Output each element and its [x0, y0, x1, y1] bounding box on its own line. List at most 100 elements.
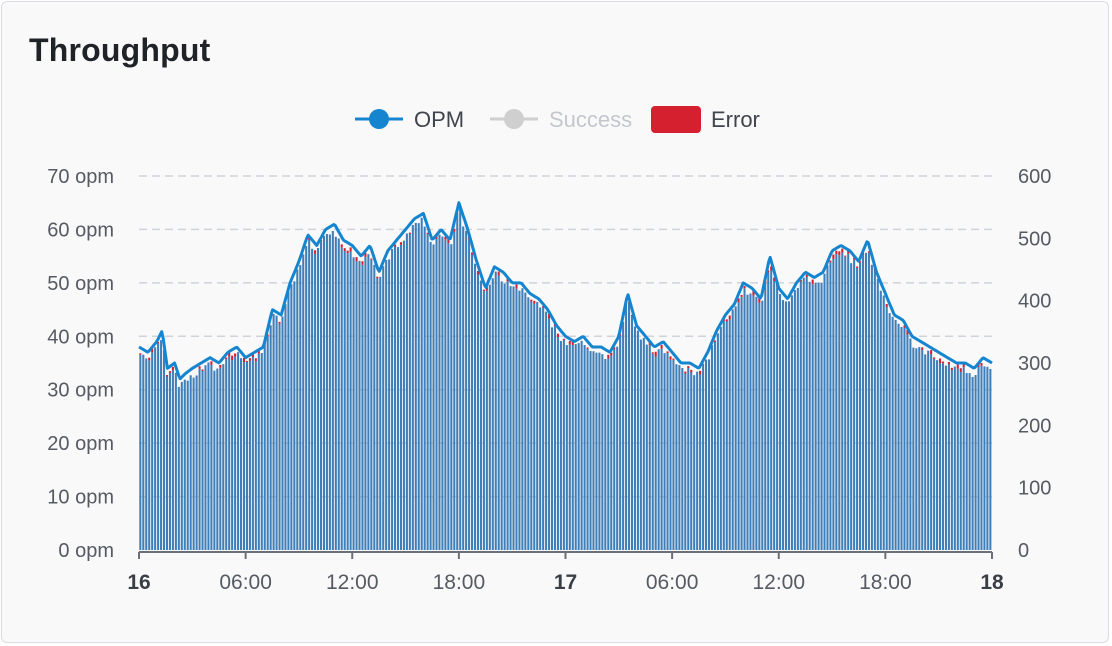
throughput-bar	[953, 366, 956, 550]
throughput-bar	[530, 301, 533, 550]
throughput-bar	[838, 255, 841, 551]
throughput-bar	[447, 243, 450, 550]
y-left-tick-label: 20 opm	[47, 433, 114, 455]
throughput-bar	[802, 277, 805, 550]
throughput-bar	[699, 374, 702, 550]
throughput-bar	[607, 358, 610, 550]
legend-item-error[interactable]: Error	[651, 106, 760, 133]
error-bar	[613, 347, 616, 350]
throughput-bar	[151, 352, 154, 550]
throughput-bar	[885, 307, 888, 550]
legend-label: Success	[549, 107, 632, 132]
error-bar	[139, 353, 142, 355]
throughput-bar	[989, 368, 992, 550]
legend-item-opm[interactable]: OPM	[355, 107, 464, 132]
throughput-bar	[731, 309, 734, 550]
throughput-bar	[536, 301, 539, 550]
error-bar	[947, 361, 950, 365]
throughput-bar	[139, 354, 142, 550]
error-bar	[485, 286, 488, 291]
throughput-bar	[790, 295, 793, 550]
throughput-bar	[734, 306, 737, 550]
error-bar	[376, 276, 379, 279]
throughput-bar	[222, 364, 225, 550]
throughput-bar	[275, 315, 278, 550]
y-right-tick-label: 600	[1018, 166, 1051, 188]
throughput-bar	[684, 373, 687, 550]
throughput-bar	[784, 301, 788, 550]
throughput-bar	[776, 286, 779, 550]
error-bar	[829, 260, 832, 263]
throughput-bar	[571, 345, 574, 550]
throughput-bar	[556, 336, 559, 550]
throughput-bar	[343, 250, 346, 550]
throughput-bar	[216, 368, 219, 550]
throughput-bar	[462, 226, 465, 550]
error-bar	[666, 351, 669, 354]
throughput-bar	[168, 372, 171, 550]
throughput-bar	[468, 239, 471, 550]
throughput-bar	[444, 239, 447, 551]
throughput-bar	[968, 373, 971, 550]
legend-item-success[interactable]: Success	[490, 107, 632, 132]
throughput-bar	[548, 318, 551, 550]
throughput-bar	[613, 349, 616, 550]
throughput-bar	[527, 297, 530, 550]
throughput-bar	[906, 334, 909, 550]
error-bar	[725, 319, 728, 322]
error-bar	[903, 325, 906, 328]
error-bar	[151, 348, 154, 353]
throughput-bar	[545, 311, 548, 550]
throughput-bar	[864, 252, 868, 551]
throughput-bar	[533, 303, 536, 550]
throughput-bar	[779, 294, 782, 550]
throughput-bar	[713, 341, 716, 550]
throughput-bar	[604, 358, 607, 550]
throughput-bar	[290, 284, 293, 550]
error-bar	[364, 252, 367, 257]
error-bar	[684, 371, 687, 374]
error-bar	[219, 364, 222, 368]
throughput-bar	[598, 352, 601, 550]
throughput-bar	[879, 290, 882, 550]
throughput-bar	[515, 288, 518, 550]
throughput-bar	[817, 282, 820, 550]
throughput-bar	[938, 363, 942, 550]
error-bar	[278, 321, 281, 324]
throughput-bar	[509, 286, 512, 550]
throughput-bar	[980, 365, 983, 550]
error-bar	[607, 354, 610, 359]
throughput-bar	[630, 316, 634, 550]
throughput-bar	[799, 281, 802, 550]
error-bar	[740, 294, 743, 297]
throughput-bar	[340, 247, 343, 550]
error-bar	[885, 303, 888, 308]
error-bar	[228, 352, 231, 357]
throughput-bar	[722, 321, 725, 550]
throughput-bar	[465, 230, 468, 550]
throughput-bar	[725, 321, 728, 550]
throughput-bar	[962, 367, 965, 550]
chart-axes: 0 opm 10 opm 20 opm 30 opm 40 opm 50 opm 60 op…	[47, 166, 1051, 594]
throughput-bar	[402, 240, 405, 550]
throughput-bar	[414, 222, 417, 551]
throughput-bar	[542, 307, 545, 550]
throughput-bar	[805, 276, 808, 550]
error-bar	[245, 360, 248, 362]
throughput-bar	[154, 347, 157, 550]
opm-line	[138, 201, 993, 381]
throughput-bar	[254, 361, 257, 550]
throughput-bar	[299, 264, 302, 550]
throughput-bar	[500, 281, 503, 550]
error-bar	[370, 258, 373, 260]
throughput-bar	[302, 254, 305, 550]
throughput-bar	[148, 360, 151, 550]
error-bar	[447, 238, 450, 244]
throughput-bar	[743, 288, 746, 550]
error-bar	[844, 255, 847, 257]
throughput-bar	[192, 377, 195, 550]
throughput-bar	[622, 321, 625, 550]
throughput-bar	[971, 376, 974, 550]
throughput-bar	[947, 364, 950, 550]
throughput-bar	[157, 343, 160, 550]
